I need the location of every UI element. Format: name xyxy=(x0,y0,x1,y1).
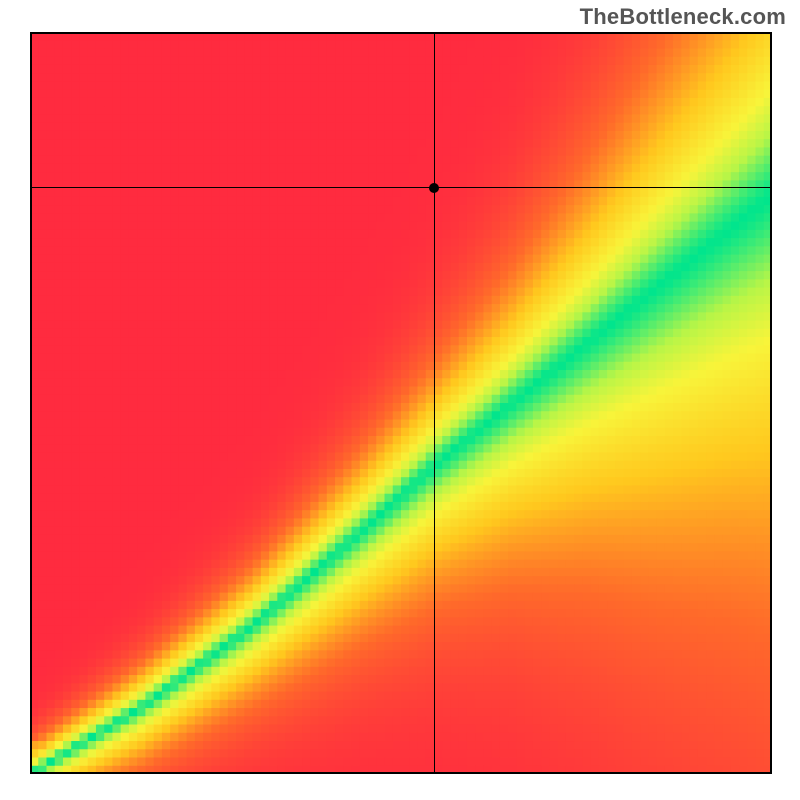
watermark-label: TheBottleneck.com xyxy=(580,4,786,30)
crosshair-marker xyxy=(429,183,439,193)
crosshair-vertical xyxy=(434,32,435,774)
plot-frame xyxy=(30,32,772,774)
crosshair-horizontal xyxy=(30,187,772,188)
chart-container: TheBottleneck.com xyxy=(0,0,800,800)
